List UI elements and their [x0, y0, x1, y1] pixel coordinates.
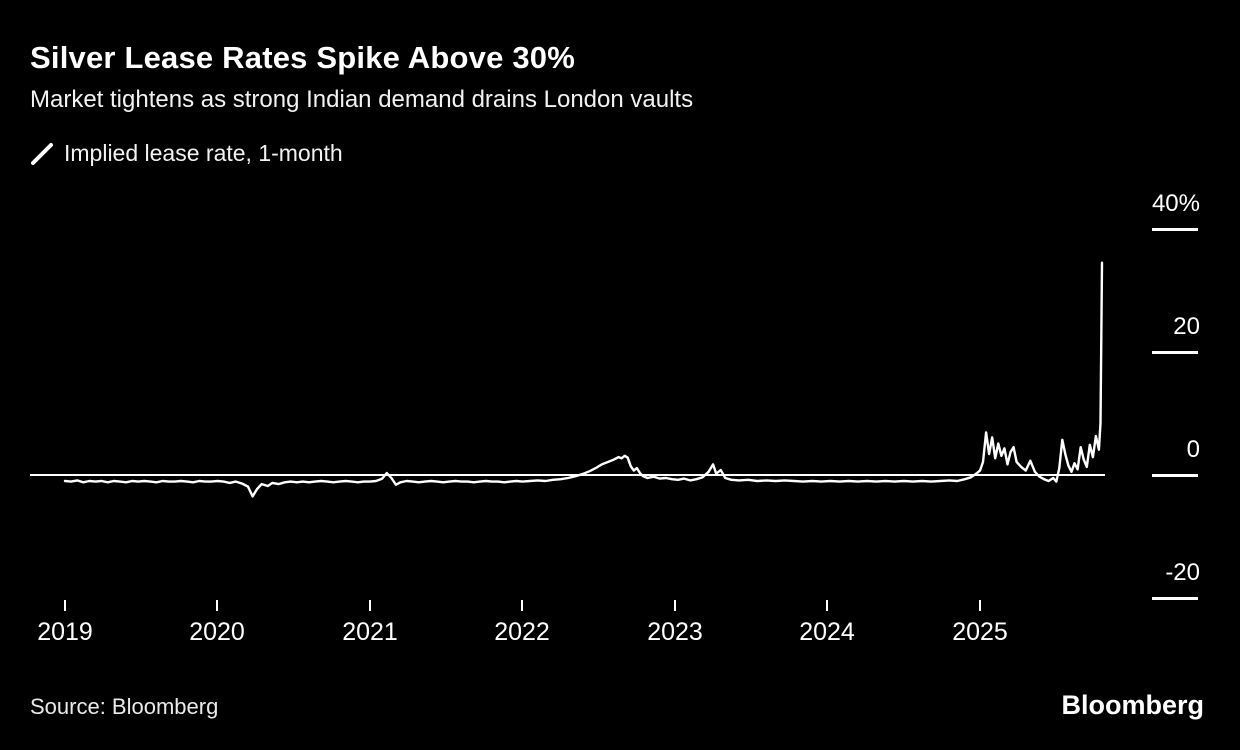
x-axis-label-2019: 2019 [37, 618, 93, 646]
x-axis-tick-2024 [826, 600, 828, 611]
x-axis-label-2020: 2020 [189, 618, 245, 646]
x-axis-label-2022: 2022 [494, 618, 550, 646]
source-text: Source: Bloomberg [30, 694, 219, 719]
legend-label: Implied lease rate, 1-month [64, 140, 343, 166]
x-axis-tick-2023 [674, 600, 676, 611]
y-axis-tick-20 [1152, 351, 1198, 354]
x-axis-label-2025: 2025 [952, 618, 1008, 646]
y-axis-tick-40 [1152, 228, 1198, 231]
y-axis-label-40: 40% [1151, 190, 1200, 217]
chart-subtitle: Market tightens as strong Indian demand … [30, 86, 694, 113]
x-axis-label-2021: 2021 [342, 618, 398, 646]
legend: Implied lease rate, 1-month [30, 140, 343, 167]
series-line [63, 261, 1104, 498]
y-axis-label-0: 0 [1186, 436, 1200, 463]
x-axis-label-2024: 2024 [799, 618, 855, 646]
chart-title: Silver Lease Rates Spike Above 30% [30, 40, 575, 75]
x-axis-tick-2019 [64, 600, 66, 611]
y-axis-label-neg20: -20 [1165, 559, 1200, 586]
x-axis-tick-2020 [216, 600, 218, 611]
x-axis-tick-2022 [521, 600, 523, 611]
x-axis-tick-2021 [369, 600, 371, 611]
y-axis-tick-neg20 [1152, 597, 1198, 600]
bloomberg-logo: Bloomberg [1061, 690, 1204, 720]
zero-axis-line [30, 474, 1105, 476]
line-series-icon [31, 142, 53, 165]
x-axis-tick-2025 [979, 600, 981, 611]
x-axis-label-2023: 2023 [647, 618, 703, 646]
y-axis-label-20: 20 [1173, 313, 1200, 340]
y-axis-tick-0 [1152, 474, 1198, 477]
